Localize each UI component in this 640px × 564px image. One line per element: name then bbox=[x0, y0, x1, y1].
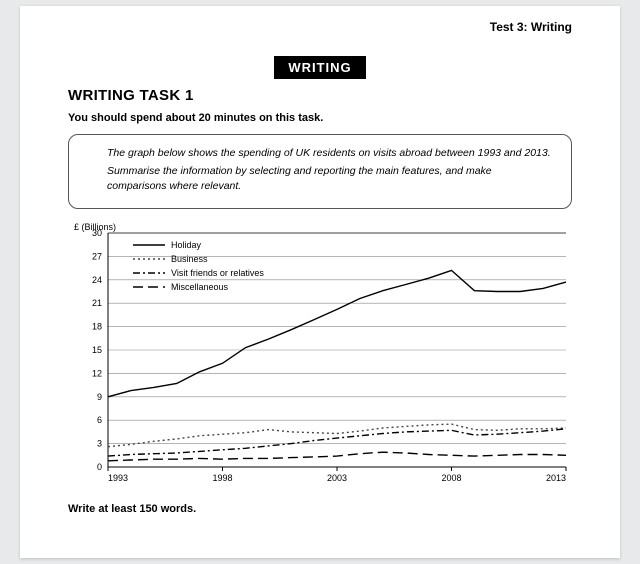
svg-text:18: 18 bbox=[92, 321, 102, 331]
task-title: WRITING TASK 1 bbox=[68, 87, 572, 104]
svg-text:Holiday: Holiday bbox=[171, 240, 202, 250]
svg-text:1998: 1998 bbox=[212, 473, 232, 483]
test-label: Test 3: Writing bbox=[490, 20, 572, 34]
svg-text:3: 3 bbox=[97, 438, 102, 448]
svg-text:24: 24 bbox=[92, 274, 102, 284]
svg-text:0: 0 bbox=[97, 462, 102, 472]
svg-text:Miscellaneous: Miscellaneous bbox=[171, 282, 229, 292]
svg-text:Business: Business bbox=[171, 254, 208, 264]
svg-text:2013: 2013 bbox=[546, 473, 566, 483]
svg-text:21: 21 bbox=[92, 298, 102, 308]
chart-svg: £ (Billions)0369121518212427301993199820… bbox=[68, 219, 572, 489]
line-chart: £ (Billions)0369121518212427301993199820… bbox=[68, 219, 572, 489]
svg-text:6: 6 bbox=[97, 415, 102, 425]
task-prompt-box: The graph below shows the spending of UK… bbox=[68, 134, 572, 209]
viewport: Test 3: Writing WRITING WRITING TASK 1 Y… bbox=[0, 0, 640, 564]
svg-text:2003: 2003 bbox=[327, 473, 347, 483]
writing-badge: WRITING bbox=[274, 56, 365, 79]
prompt-paragraph-1: The graph below shows the spending of UK… bbox=[107, 146, 551, 161]
svg-text:Visit friends or relatives: Visit friends or relatives bbox=[171, 268, 264, 278]
prompt-paragraph-2: Summarise the information by selecting a… bbox=[107, 164, 551, 194]
svg-text:30: 30 bbox=[92, 228, 102, 238]
svg-text:1993: 1993 bbox=[108, 473, 128, 483]
svg-text:2008: 2008 bbox=[441, 473, 461, 483]
word-count-instruction: Write at least 150 words. bbox=[68, 503, 572, 515]
svg-text:15: 15 bbox=[92, 345, 102, 355]
time-instruction: You should spend about 20 minutes on thi… bbox=[68, 112, 572, 124]
page-sheet: Test 3: Writing WRITING WRITING TASK 1 Y… bbox=[20, 6, 620, 558]
svg-text:27: 27 bbox=[92, 251, 102, 261]
svg-text:9: 9 bbox=[97, 391, 102, 401]
svg-text:12: 12 bbox=[92, 368, 102, 378]
